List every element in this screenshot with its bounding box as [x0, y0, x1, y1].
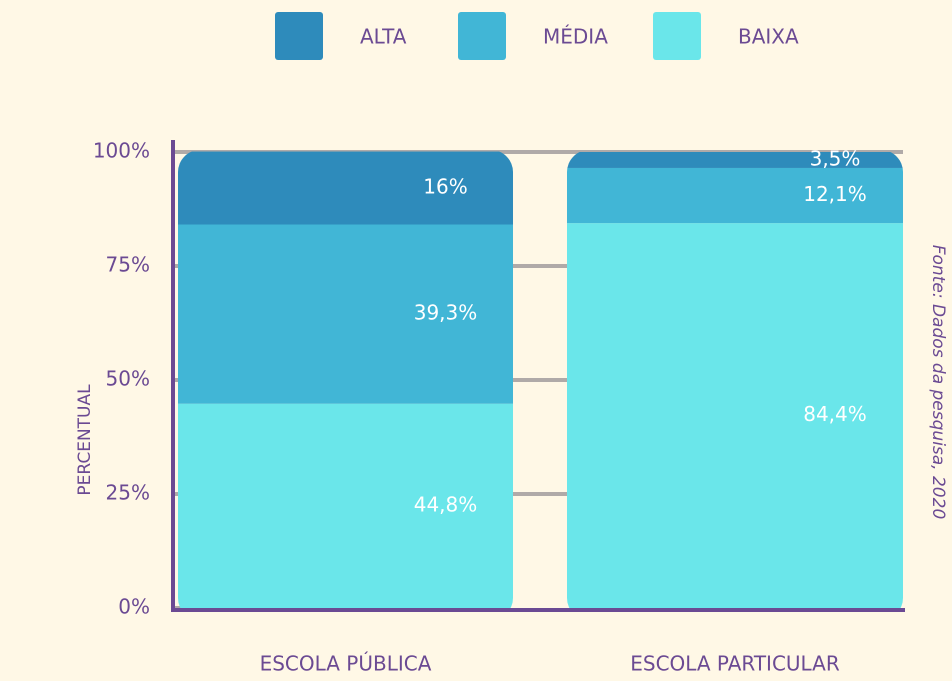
legend-swatch — [275, 12, 323, 60]
bar-group — [567, 152, 903, 609]
bar-segment — [567, 152, 903, 168]
data-label: 44,8% — [414, 492, 478, 516]
legend-label: ALTA — [360, 25, 407, 49]
bar-segment — [178, 224, 513, 404]
source-note: Fonte: Dados da pesquisa, 2020 — [928, 245, 948, 520]
y-tick-label: 50% — [106, 367, 150, 391]
y-tick-label: 100% — [93, 139, 150, 163]
y-axis-label: PERCENTUAL — [75, 384, 95, 496]
bar-segment — [567, 223, 903, 609]
legend-label: MÉDIA — [543, 25, 608, 49]
bar-group — [178, 151, 513, 608]
bar-segment — [567, 167, 903, 224]
data-label: 39,3% — [414, 301, 478, 325]
y-tick-label: 0% — [118, 595, 150, 619]
data-label: 84,4% — [803, 402, 867, 426]
legend-label: BAIXA — [738, 25, 799, 49]
data-label: 3,5% — [810, 146, 861, 170]
bar-segment — [178, 151, 513, 225]
legend-swatch — [653, 12, 701, 60]
y-tick-label: 75% — [106, 253, 150, 277]
x-tick-label: ESCOLA PÚBLICA — [260, 652, 432, 676]
data-label: 16% — [423, 175, 467, 199]
x-tick-label: ESCOLA PARTICULAR — [630, 652, 840, 676]
bar-segment — [178, 403, 513, 608]
data-label: 12,1% — [803, 182, 867, 206]
legend-swatch — [458, 12, 506, 60]
y-tick-label: 25% — [106, 481, 150, 505]
